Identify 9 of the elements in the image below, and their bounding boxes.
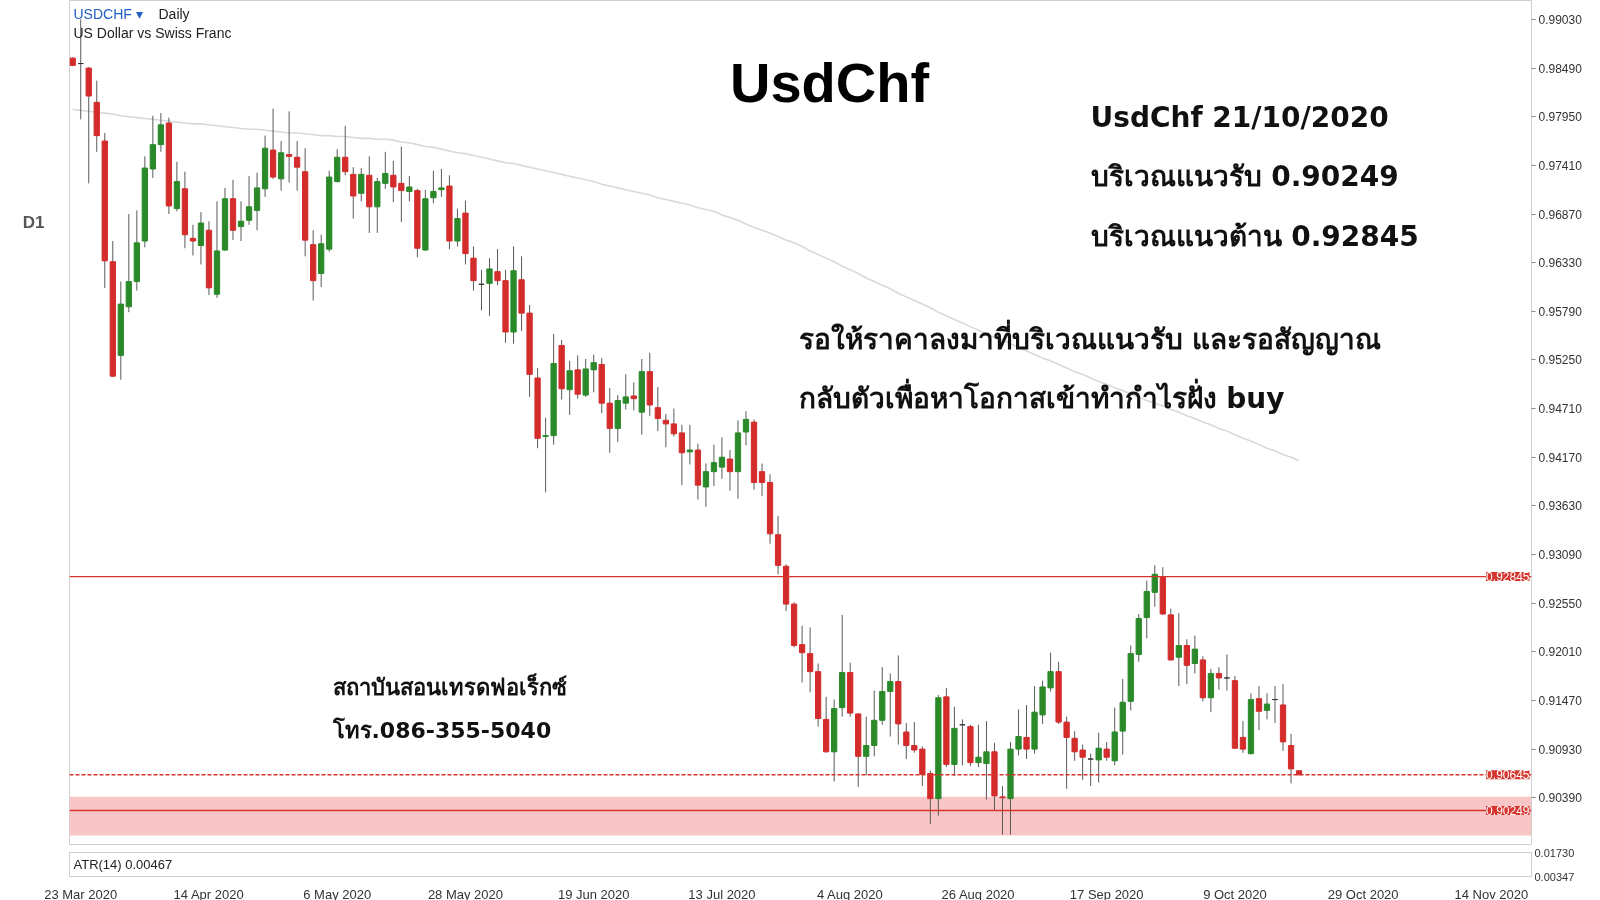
x-tick-label: 13 Jul 2020 [688,886,756,900]
annotation: ATR(14) 0.00467 [73,857,173,872]
x-tick-label: 19 Jun 2020 [557,886,630,900]
x-tick-label: 9 Oct 2020 [1203,886,1267,900]
x-tick-label: 29 Oct 2020 [1327,886,1399,900]
y-tick-label: 0.00347 [1534,870,1575,883]
y-tick-label: 0.01730 [1534,846,1575,859]
x-tick-label: 14 Nov 2020 [1454,886,1529,900]
x-tick-label: 23 Mar 2020 [44,886,118,900]
